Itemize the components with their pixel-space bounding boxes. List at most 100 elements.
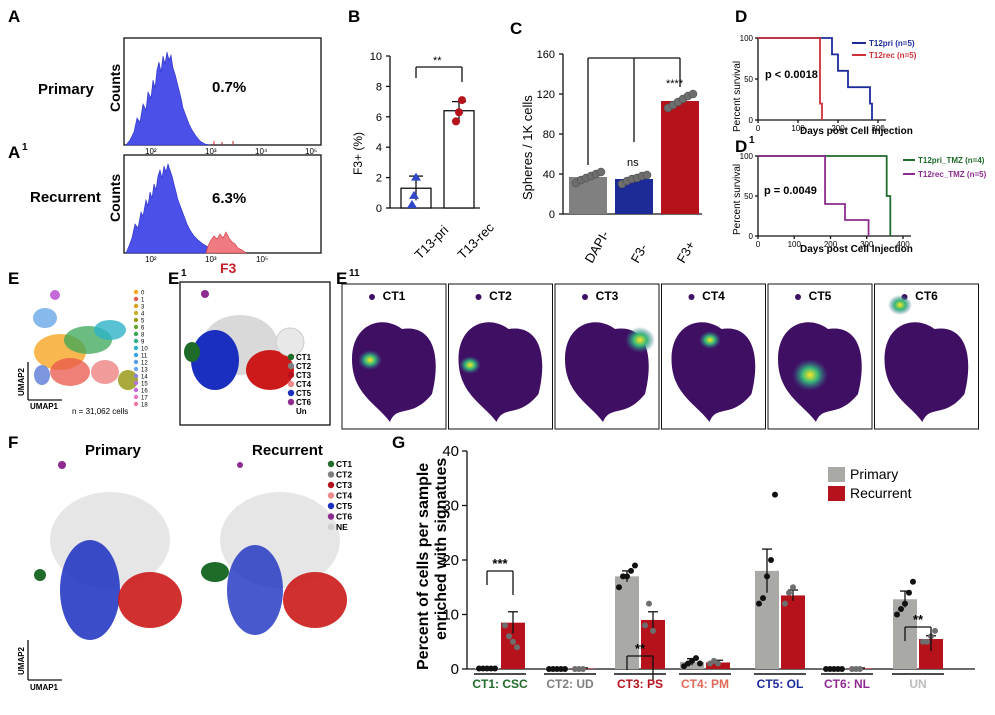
legend-dot [327, 502, 335, 510]
axis-label: UMAP2 [17, 367, 26, 396]
significance-label: ** [433, 55, 442, 67]
cell-blob [118, 572, 182, 628]
data-point [768, 557, 774, 563]
density-hotspot [459, 356, 481, 374]
data-point [407, 199, 417, 208]
survival-curve [758, 37, 823, 120]
category-label: CT1: CSC [472, 677, 528, 691]
legend-dot [133, 338, 139, 344]
y-tick-label: 8 [376, 81, 382, 93]
cell-blob [60, 540, 120, 640]
data-point [642, 170, 652, 180]
cell-count: n = 31,062 cells [72, 407, 128, 416]
x-ticks: 10² 10³ 10⁴ 10⁵ [145, 147, 317, 156]
data-point [624, 573, 630, 580]
percent-positive: 6.3% [212, 190, 246, 207]
category-label: CT5: OL [757, 677, 804, 691]
category-label: CT3: PS [617, 677, 663, 691]
y-axis-label: Counts [107, 64, 123, 112]
y-tick-label: 50 [744, 75, 753, 84]
density-hotspot [625, 327, 655, 353]
cluster-blob [50, 358, 90, 386]
cell-blob [34, 569, 46, 581]
legend-entry: CT3 [296, 371, 312, 380]
cell-blob [283, 572, 347, 628]
density-title: CT5 [809, 289, 832, 303]
x-tick-label: 200 [824, 240, 838, 249]
legend-dot [133, 352, 139, 358]
cell-blob [58, 461, 66, 469]
legend-dot [133, 289, 139, 295]
panel-letter: D [735, 7, 747, 26]
x-axis-label: Days post Cell Injection [800, 244, 913, 255]
legend-dot [287, 389, 295, 397]
data-point [906, 589, 912, 596]
x-tick-label: 0 [756, 240, 761, 249]
density-title: CT3 [596, 289, 619, 303]
x-tick-label: 100 [788, 240, 802, 249]
y-tick-label: 80 [543, 129, 555, 141]
legend-entry: 14 [141, 375, 148, 381]
y-axis-label: F3+ (%) [351, 132, 365, 175]
legend-dot [133, 317, 139, 323]
x-ticks: 10² 10³ 10⁵ [145, 255, 268, 264]
legend-entry: NE [336, 522, 348, 532]
cell-blob [184, 342, 200, 362]
histogram-label: Primary [38, 81, 95, 98]
legend-dot [133, 296, 139, 302]
data-point [580, 666, 586, 672]
legend-entry: CT1 [336, 459, 352, 469]
bar [661, 101, 699, 214]
category-label: CT4: PM [681, 677, 729, 691]
bar [781, 595, 805, 669]
histogram-positive [213, 141, 234, 145]
legend-entry: CT5 [336, 501, 352, 511]
percent-positive: 0.7% [212, 79, 246, 96]
histogram-primary [125, 51, 211, 146]
data-point [409, 190, 419, 199]
category-label: UN [909, 677, 926, 691]
y-tick-label: 0 [376, 203, 382, 215]
x-tick-label: 100 [791, 124, 805, 133]
y-tick-label: 40 [543, 169, 555, 181]
panel-letter: A [8, 7, 20, 26]
legend-dot [133, 373, 139, 379]
legend-dot [133, 366, 139, 372]
axis-label: UMAP1 [30, 683, 59, 692]
legend-dot [133, 345, 139, 351]
data-point [510, 638, 516, 645]
cluster-blob [33, 308, 57, 328]
legend-entry: 17 [141, 396, 148, 402]
data-point [514, 644, 520, 651]
data-point [632, 562, 638, 569]
density-hotspot [699, 331, 721, 349]
cluster-blob [50, 290, 60, 300]
category-label: CT6: NL [824, 677, 870, 691]
density-body [671, 322, 756, 422]
cell-blob [201, 562, 229, 582]
legend-entry: 12 [141, 361, 148, 367]
legend-dot [287, 362, 295, 370]
data-point [650, 627, 656, 634]
umap-clusters [33, 290, 138, 390]
data-point [857, 666, 863, 672]
x-tick-label: F3+ [674, 238, 698, 265]
panel-letter: C [510, 19, 522, 38]
y-axis-label: enriched with signatues [433, 458, 450, 640]
bars: ******* [475, 491, 943, 680]
legend-entry: Primary [850, 466, 898, 482]
y-tick-label: 160 [537, 49, 555, 61]
y-tick-label: 10 [442, 607, 459, 624]
density-body [884, 322, 969, 422]
significance-label: **** [666, 78, 684, 90]
x-tick-label: 400 [896, 240, 910, 249]
tick: 10⁵ [256, 255, 268, 264]
data-point [596, 167, 606, 177]
y-tick-label: 0 [749, 116, 754, 125]
y-tick-label: 50 [744, 192, 753, 201]
category-labels: CT1: CSC CT2: UD CT3: PS CT4: PM CT5: OL CT6:… [472, 673, 944, 691]
data-point [894, 611, 900, 618]
significance-label: ** [913, 612, 924, 627]
y-tick-label: 2 [376, 173, 382, 185]
